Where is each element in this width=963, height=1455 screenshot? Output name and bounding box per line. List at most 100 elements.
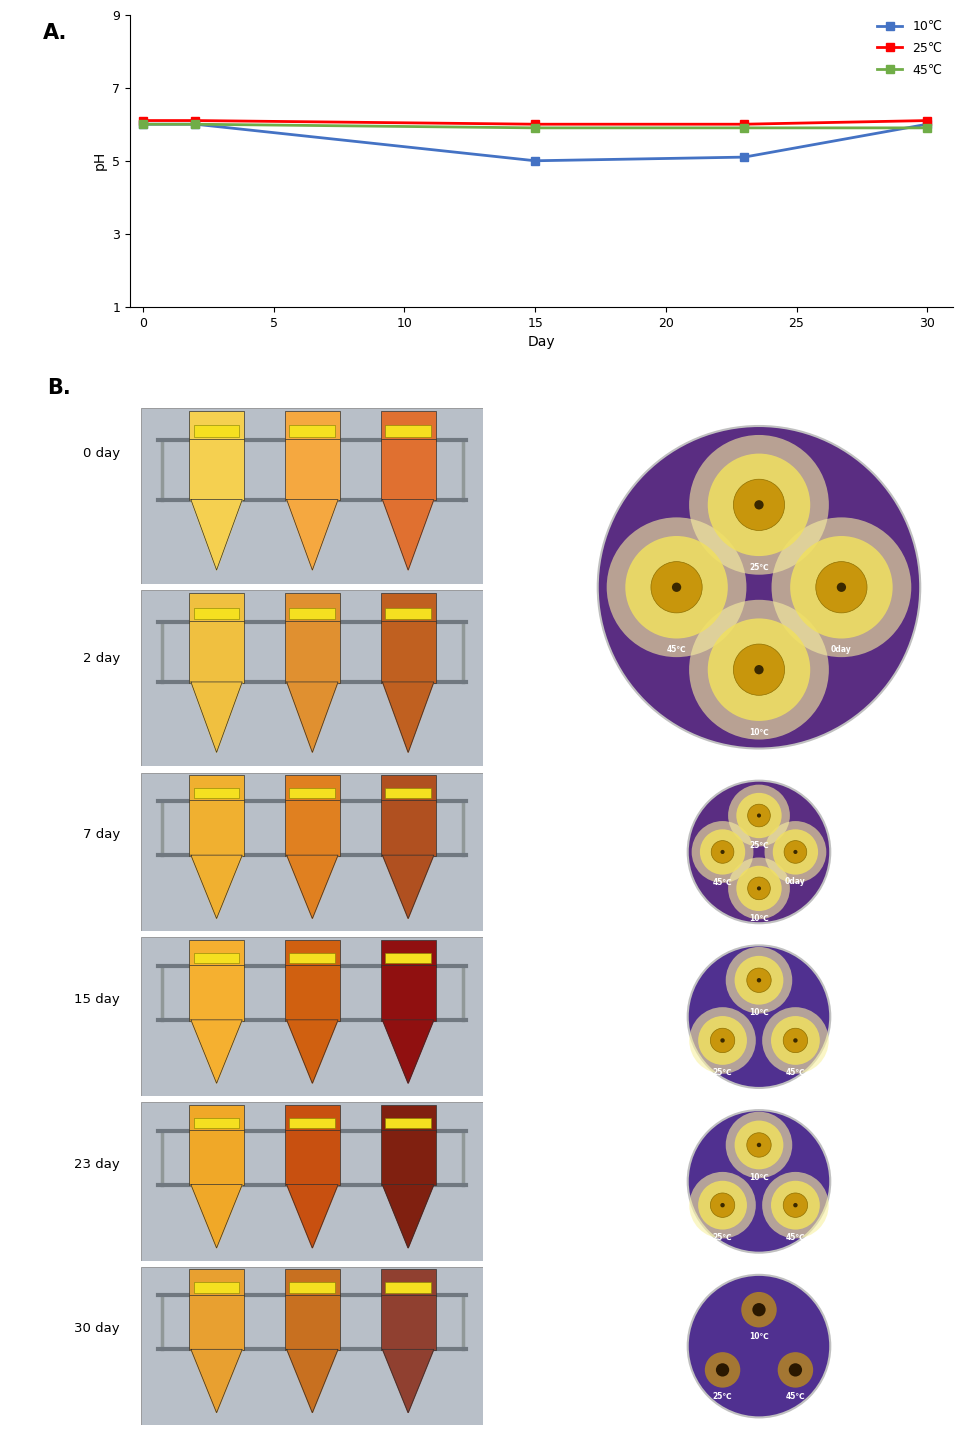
Polygon shape bbox=[382, 1349, 433, 1413]
Polygon shape bbox=[191, 499, 243, 570]
Legend: 10℃, 25℃, 45℃: 10℃, 25℃, 45℃ bbox=[872, 15, 948, 81]
FancyBboxPatch shape bbox=[189, 410, 244, 441]
X-axis label: Day: Day bbox=[528, 335, 556, 349]
FancyBboxPatch shape bbox=[285, 776, 340, 802]
FancyBboxPatch shape bbox=[385, 425, 431, 436]
Ellipse shape bbox=[700, 829, 745, 874]
Polygon shape bbox=[191, 856, 243, 918]
Ellipse shape bbox=[837, 582, 846, 592]
Text: 25℃: 25℃ bbox=[749, 563, 768, 572]
Line: 25℃: 25℃ bbox=[139, 116, 931, 128]
FancyBboxPatch shape bbox=[285, 410, 340, 441]
FancyBboxPatch shape bbox=[285, 1295, 340, 1350]
Ellipse shape bbox=[728, 784, 790, 847]
FancyBboxPatch shape bbox=[189, 776, 244, 802]
25℃ bbox=[922, 112, 933, 129]
FancyBboxPatch shape bbox=[380, 776, 435, 802]
FancyBboxPatch shape bbox=[380, 800, 435, 856]
Text: A.: A. bbox=[43, 23, 67, 44]
Text: 10℃: 10℃ bbox=[749, 914, 768, 922]
Text: 0 day: 0 day bbox=[83, 447, 119, 460]
FancyBboxPatch shape bbox=[380, 1269, 435, 1296]
10℃ bbox=[739, 148, 750, 166]
Polygon shape bbox=[287, 856, 338, 918]
Text: 10℃: 10℃ bbox=[749, 1173, 768, 1181]
FancyBboxPatch shape bbox=[380, 410, 435, 441]
FancyBboxPatch shape bbox=[285, 1131, 340, 1186]
Ellipse shape bbox=[783, 1029, 808, 1052]
Text: 25℃: 25℃ bbox=[749, 841, 768, 850]
Y-axis label: pH: pH bbox=[92, 151, 107, 170]
Ellipse shape bbox=[688, 1110, 830, 1253]
Polygon shape bbox=[287, 499, 338, 570]
Polygon shape bbox=[191, 1349, 243, 1413]
Polygon shape bbox=[382, 499, 433, 570]
FancyBboxPatch shape bbox=[290, 1282, 335, 1292]
Ellipse shape bbox=[794, 850, 797, 854]
FancyBboxPatch shape bbox=[194, 608, 240, 618]
FancyBboxPatch shape bbox=[385, 953, 431, 963]
Ellipse shape bbox=[794, 1039, 797, 1043]
Ellipse shape bbox=[598, 426, 921, 748]
Polygon shape bbox=[191, 1184, 243, 1248]
Ellipse shape bbox=[762, 1007, 829, 1074]
FancyBboxPatch shape bbox=[189, 800, 244, 856]
Ellipse shape bbox=[791, 535, 893, 639]
Line: 10℃: 10℃ bbox=[139, 121, 931, 164]
Ellipse shape bbox=[708, 454, 810, 556]
Ellipse shape bbox=[672, 582, 681, 592]
FancyBboxPatch shape bbox=[142, 1267, 483, 1426]
FancyBboxPatch shape bbox=[290, 1117, 335, 1128]
FancyBboxPatch shape bbox=[194, 1282, 240, 1292]
Ellipse shape bbox=[698, 1181, 747, 1229]
Ellipse shape bbox=[794, 1203, 797, 1208]
FancyBboxPatch shape bbox=[142, 407, 483, 583]
25℃ bbox=[190, 112, 201, 129]
Ellipse shape bbox=[765, 821, 826, 883]
FancyBboxPatch shape bbox=[380, 439, 435, 501]
Ellipse shape bbox=[771, 1016, 820, 1065]
Text: 45℃: 45℃ bbox=[786, 1068, 805, 1077]
FancyBboxPatch shape bbox=[189, 1295, 244, 1350]
Text: 25℃: 25℃ bbox=[713, 1068, 732, 1077]
Ellipse shape bbox=[783, 1193, 808, 1218]
Ellipse shape bbox=[784, 841, 807, 863]
Polygon shape bbox=[382, 1020, 433, 1083]
25℃ bbox=[739, 115, 750, 132]
FancyBboxPatch shape bbox=[385, 1117, 431, 1128]
Text: 7 day: 7 day bbox=[83, 828, 119, 841]
Polygon shape bbox=[191, 1020, 243, 1083]
Text: 45℃: 45℃ bbox=[666, 645, 687, 655]
Text: 15 day: 15 day bbox=[74, 992, 119, 1005]
Ellipse shape bbox=[726, 947, 793, 1014]
Ellipse shape bbox=[712, 841, 734, 863]
45℃ bbox=[530, 119, 541, 137]
Polygon shape bbox=[287, 1184, 338, 1248]
FancyBboxPatch shape bbox=[385, 789, 431, 799]
FancyBboxPatch shape bbox=[194, 1117, 240, 1128]
Text: 10℃: 10℃ bbox=[749, 1008, 768, 1017]
Ellipse shape bbox=[816, 562, 867, 613]
FancyBboxPatch shape bbox=[189, 1104, 244, 1132]
25℃ bbox=[530, 115, 541, 132]
Text: 10℃: 10℃ bbox=[749, 1331, 768, 1342]
FancyBboxPatch shape bbox=[285, 940, 340, 966]
FancyBboxPatch shape bbox=[285, 439, 340, 501]
Ellipse shape bbox=[735, 956, 783, 1004]
FancyBboxPatch shape bbox=[380, 965, 435, 1020]
Ellipse shape bbox=[737, 866, 782, 911]
Ellipse shape bbox=[720, 1039, 725, 1043]
Text: 25℃: 25℃ bbox=[713, 1392, 732, 1401]
Polygon shape bbox=[382, 1184, 433, 1248]
10℃ bbox=[190, 115, 201, 132]
Polygon shape bbox=[287, 1349, 338, 1413]
10℃ bbox=[138, 115, 149, 132]
Ellipse shape bbox=[720, 1203, 725, 1208]
Ellipse shape bbox=[690, 1171, 756, 1238]
FancyBboxPatch shape bbox=[189, 621, 244, 682]
Ellipse shape bbox=[625, 535, 728, 639]
Polygon shape bbox=[191, 682, 243, 752]
Ellipse shape bbox=[734, 479, 785, 531]
Ellipse shape bbox=[772, 829, 819, 874]
Ellipse shape bbox=[757, 886, 761, 890]
